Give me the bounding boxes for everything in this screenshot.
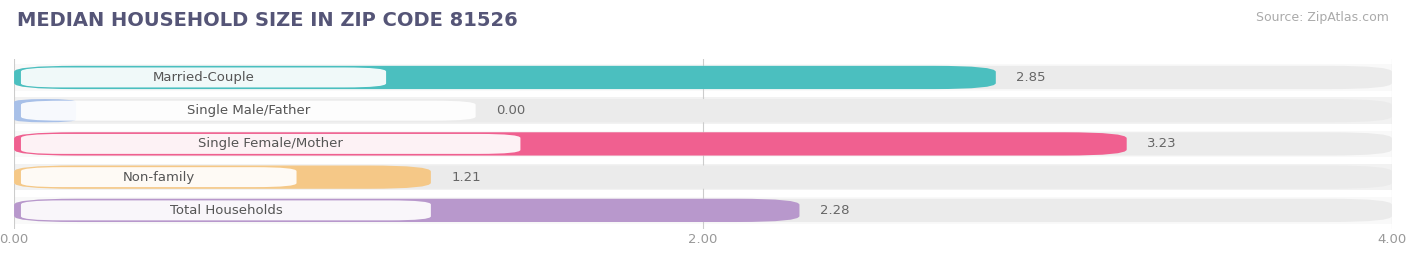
FancyBboxPatch shape xyxy=(21,200,430,220)
FancyBboxPatch shape xyxy=(14,99,1392,122)
Text: 0.00: 0.00 xyxy=(496,104,526,117)
Text: MEDIAN HOUSEHOLD SIZE IN ZIP CODE 81526: MEDIAN HOUSEHOLD SIZE IN ZIP CODE 81526 xyxy=(17,11,517,30)
Text: 3.23: 3.23 xyxy=(1147,137,1177,150)
FancyBboxPatch shape xyxy=(14,164,1392,190)
FancyBboxPatch shape xyxy=(14,64,1392,91)
Text: 2.28: 2.28 xyxy=(820,204,849,217)
FancyBboxPatch shape xyxy=(14,165,430,189)
FancyBboxPatch shape xyxy=(14,66,995,89)
FancyBboxPatch shape xyxy=(21,134,520,154)
Text: 2.85: 2.85 xyxy=(1017,71,1046,84)
FancyBboxPatch shape xyxy=(14,165,1392,189)
Text: Source: ZipAtlas.com: Source: ZipAtlas.com xyxy=(1256,11,1389,24)
Text: Single Female/Mother: Single Female/Mother xyxy=(198,137,343,150)
FancyBboxPatch shape xyxy=(14,199,1392,222)
FancyBboxPatch shape xyxy=(14,99,76,122)
FancyBboxPatch shape xyxy=(14,199,800,222)
FancyBboxPatch shape xyxy=(21,101,475,121)
Text: 1.21: 1.21 xyxy=(451,171,481,184)
FancyBboxPatch shape xyxy=(21,68,387,87)
FancyBboxPatch shape xyxy=(14,132,1392,155)
FancyBboxPatch shape xyxy=(14,66,1392,89)
Text: Married-Couple: Married-Couple xyxy=(153,71,254,84)
FancyBboxPatch shape xyxy=(14,97,1392,124)
FancyBboxPatch shape xyxy=(21,167,297,187)
Text: Non-family: Non-family xyxy=(122,171,195,184)
FancyBboxPatch shape xyxy=(14,132,1126,155)
Text: Single Male/Father: Single Male/Father xyxy=(187,104,309,117)
FancyBboxPatch shape xyxy=(14,197,1392,224)
Text: Total Households: Total Households xyxy=(170,204,283,217)
FancyBboxPatch shape xyxy=(14,131,1392,157)
